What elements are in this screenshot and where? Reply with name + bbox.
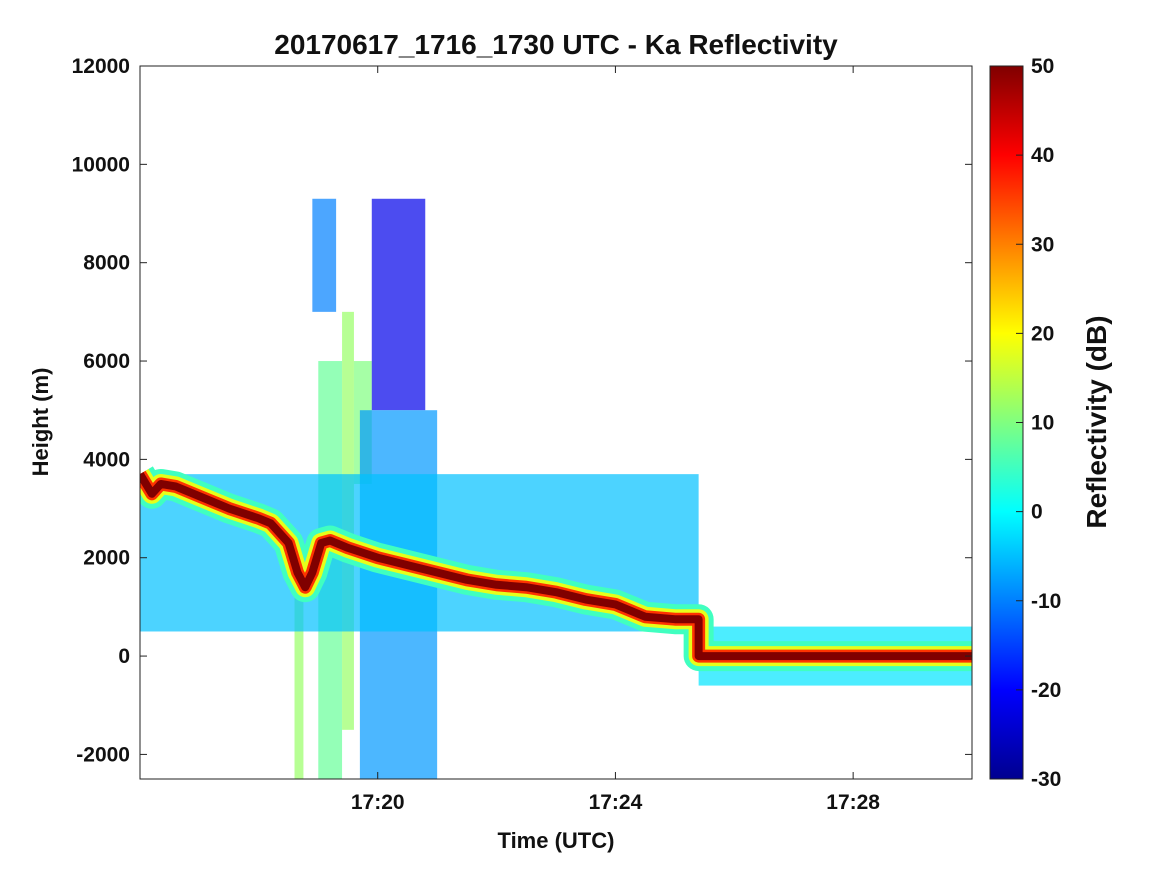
colorbar [989, 65, 1024, 780]
y-tick-label: 6000 [83, 350, 130, 373]
y-axis-label: Height (m) [28, 368, 53, 477]
x-axis: 17:20 17:24 17:28 [351, 66, 880, 814]
x-axis-label: Time (UTC) [498, 828, 615, 853]
echo-region [371, 198, 426, 411]
echo-region [312, 198, 337, 312]
colorbar-tick-label: 0 [1031, 501, 1043, 524]
chart-title: 20170617_1716_1730 UTC - Ka Reflectivity [274, 29, 838, 60]
colorbar-tick-label: -20 [1031, 679, 1061, 702]
x-tick-label: 17:24 [589, 791, 643, 814]
y-axis: -2000 0 2000 4000 6000 8000 10000 12000 [72, 55, 972, 766]
colorbar-tick-label: 50 [1031, 55, 1054, 78]
y-tick-label: 12000 [72, 55, 130, 78]
colorbar-axis: -30 -20 -10 0 10 20 30 40 50 [1016, 55, 1061, 791]
y-tick-label: 8000 [83, 252, 130, 275]
y-tick-label: 4000 [83, 448, 130, 471]
y-tick-label: 0 [118, 645, 130, 668]
colorbar-tick-label: 20 [1031, 322, 1054, 345]
colorbar-label: Reflectivity (dB) [1081, 315, 1112, 528]
x-tick-label: 17:20 [351, 791, 405, 814]
y-tick-label: 10000 [72, 153, 130, 176]
colorbar-tick-label: 30 [1031, 233, 1054, 256]
echo-layer [140, 198, 972, 779]
colorbar-tick-label: -10 [1031, 590, 1061, 613]
x-tick-label: 17:28 [826, 791, 880, 814]
y-tick-label: 2000 [83, 547, 130, 570]
colorbar-tick-label: -30 [1031, 768, 1061, 791]
colorbar-tick-label: 40 [1031, 144, 1054, 167]
plot-frame [139, 65, 973, 780]
y-tick-label: -2000 [76, 743, 130, 766]
surface-echo-core [140, 472, 972, 661]
colorbar-tick-label: 10 [1031, 412, 1054, 435]
echo-region [294, 582, 304, 779]
